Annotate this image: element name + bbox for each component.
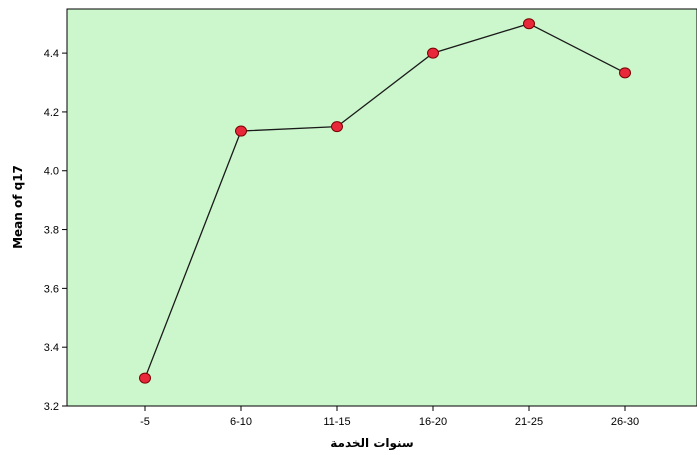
y-tick-label: 4.4 [44, 48, 59, 60]
y-tick-label: 4.0 [44, 166, 59, 178]
x-tick-label: 6-10 [230, 416, 252, 428]
y-axis-title: Mean of q17 [11, 165, 25, 249]
series-line [144, 23, 626, 379]
x-tick-label: 11-15 [323, 416, 350, 428]
x-axis-title: سنوات الخدمة [330, 436, 413, 451]
y-tick-label: 3.6 [44, 283, 59, 295]
x-axis: -5 6-10 11-15 16-20 21-25 26-30 [140, 406, 639, 428]
data-point [523, 18, 535, 30]
plot-area [66, 8, 697, 407]
data-point [235, 125, 247, 137]
x-tick-label: 21-25 [515, 416, 543, 428]
data-point [139, 372, 151, 384]
data-points [139, 18, 631, 384]
y-tick-label: 3.8 [44, 225, 59, 237]
data-point [331, 121, 343, 133]
x-tick-label: -5 [140, 416, 150, 428]
data-point [427, 47, 439, 59]
y-tick-label: 4.2 [44, 107, 59, 119]
x-tick-label: 26-30 [611, 416, 639, 428]
y-tick-label: 3.4 [44, 342, 59, 354]
x-tick-label: 16-20 [419, 416, 447, 428]
y-tick-label: 3.2 [44, 401, 59, 413]
y-axis: 3.2 3.4 3.6 3.8 4.0 4.2 4.4 [44, 48, 67, 413]
data-point [619, 67, 631, 79]
